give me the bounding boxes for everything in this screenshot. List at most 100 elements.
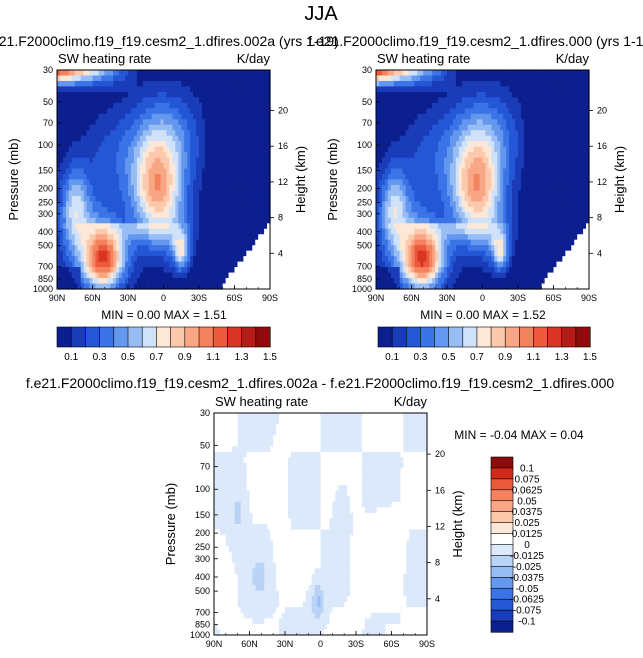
heatmap-cell: [201, 152, 206, 159]
heatmap-cell: [529, 152, 534, 159]
heatmap-cell: [163, 75, 168, 82]
heatmap-cell: [532, 86, 537, 93]
heatmap-cell: [178, 70, 182, 77]
heatmap-cell: [396, 217, 401, 224]
heatmap-cell: [210, 163, 215, 170]
heatmap-cell: [125, 102, 129, 109]
heatmap-cell: [222, 86, 227, 93]
heatmap-cell: [201, 168, 206, 175]
heatmap-cell: [243, 245, 247, 252]
heatmap-cell: [435, 80, 439, 88]
heatmap-cell: [80, 91, 85, 98]
heatmap-cell: [405, 124, 410, 131]
heatmap-cell: [246, 119, 250, 126]
heatmap-cell: [77, 124, 82, 131]
heatmap-cell: [74, 201, 79, 208]
heatmap-cell: [145, 201, 150, 208]
heatmap-cell: [237, 190, 242, 197]
heatmap-cell: [139, 239, 144, 246]
heatmap-cell: [246, 206, 250, 213]
heatmap-cell: [482, 113, 487, 120]
heatmap-cell: [237, 163, 242, 170]
heatmap-cell: [139, 157, 144, 164]
heatmap-cell: [535, 163, 540, 170]
colorbar-label: 0.7: [149, 352, 163, 363]
heatmap-cell: [485, 70, 490, 77]
heatmap-cell: [556, 217, 561, 224]
heatmap-cell: [157, 250, 162, 257]
heatmap-cell: [476, 102, 481, 109]
heatmap-cell: [538, 201, 543, 208]
heatmap-cell: [518, 141, 522, 148]
heatmap-cell: [199, 113, 203, 120]
heatmap-cell: [376, 141, 380, 148]
colorbar-label: 1.5: [263, 352, 277, 363]
heatmap-cell: [411, 91, 416, 98]
heatmap-cell: [107, 75, 111, 82]
heatmap-cell: [154, 108, 159, 115]
heatmap-cell: [166, 190, 171, 197]
heatmap-cell: [399, 135, 404, 142]
heatmap-cell: [526, 184, 531, 192]
heatmap-cell: [228, 113, 233, 120]
heatmap-cell: [414, 141, 419, 148]
heatmap-cell: [157, 124, 162, 131]
heatmap-cell: [553, 168, 558, 175]
heatmap-cell: [101, 206, 105, 213]
heatmap-cell: [199, 174, 203, 181]
heatmap-cell: [151, 245, 156, 252]
heatmap-cell: [57, 141, 61, 148]
heatmap-cell: [544, 80, 549, 88]
heatmap-cell: [139, 146, 144, 153]
heatmap-cell: [175, 184, 179, 192]
heatmap-cell: [497, 97, 501, 104]
heatmap-cell: [376, 163, 380, 170]
heatmap-cell: [199, 70, 203, 77]
heatmap-cell: [130, 108, 135, 115]
heatmap-cell: [376, 91, 380, 98]
heatmap-cell: [216, 86, 221, 93]
heatmap-cell: [107, 184, 111, 192]
heatmap-cell: [204, 267, 209, 274]
heatmap-cell: [491, 119, 495, 126]
heatmap-cell: [417, 91, 421, 98]
heatmap-cell: [580, 141, 584, 148]
heatmap-cell: [518, 75, 522, 82]
heatmap-cell: [193, 80, 197, 88]
heatmap-cell: [402, 146, 407, 153]
heatmap-cell: [133, 234, 138, 241]
heatmap-cell: [393, 206, 398, 213]
heatmap-cell: [503, 163, 507, 170]
heatmap-cell: [461, 124, 466, 131]
heatmap-cell: [441, 190, 445, 197]
heatmap-cell: [518, 97, 522, 104]
heatmap-cell: [399, 212, 404, 219]
heatmap-cell: [417, 163, 421, 170]
heatmap-cell: [65, 212, 70, 219]
heatmap-cell: [520, 212, 525, 219]
heatmap-cell: [452, 130, 457, 137]
heatmap-cell: [420, 113, 424, 120]
heatmap-cell: [556, 157, 561, 164]
heatmap-cell: [225, 135, 230, 142]
heatmap-cell: [128, 108, 132, 115]
heatmap-cell: [130, 141, 135, 148]
heatmap-cell: [175, 108, 179, 115]
y-tick-label: 50: [43, 97, 53, 107]
heatmap-cell: [261, 267, 265, 274]
heatmap-cell: [252, 267, 256, 274]
heatmap-cell: [142, 135, 147, 142]
heatmap-cell: [175, 91, 179, 98]
heatmap-cell: [252, 283, 256, 290]
heatmap-cell: [187, 157, 191, 164]
heatmap-cell: [258, 70, 262, 77]
heatmap-cell: [420, 97, 424, 104]
heatmap-cell: [461, 168, 466, 175]
heatmap-cell: [405, 179, 410, 186]
heatmap-cell: [184, 272, 188, 279]
heatmap-cell: [429, 108, 433, 115]
heatmap-cell: [488, 163, 492, 170]
heatmap-cell: [246, 146, 250, 153]
heatmap-cell: [125, 168, 129, 175]
heatmap-cell: [550, 212, 555, 219]
